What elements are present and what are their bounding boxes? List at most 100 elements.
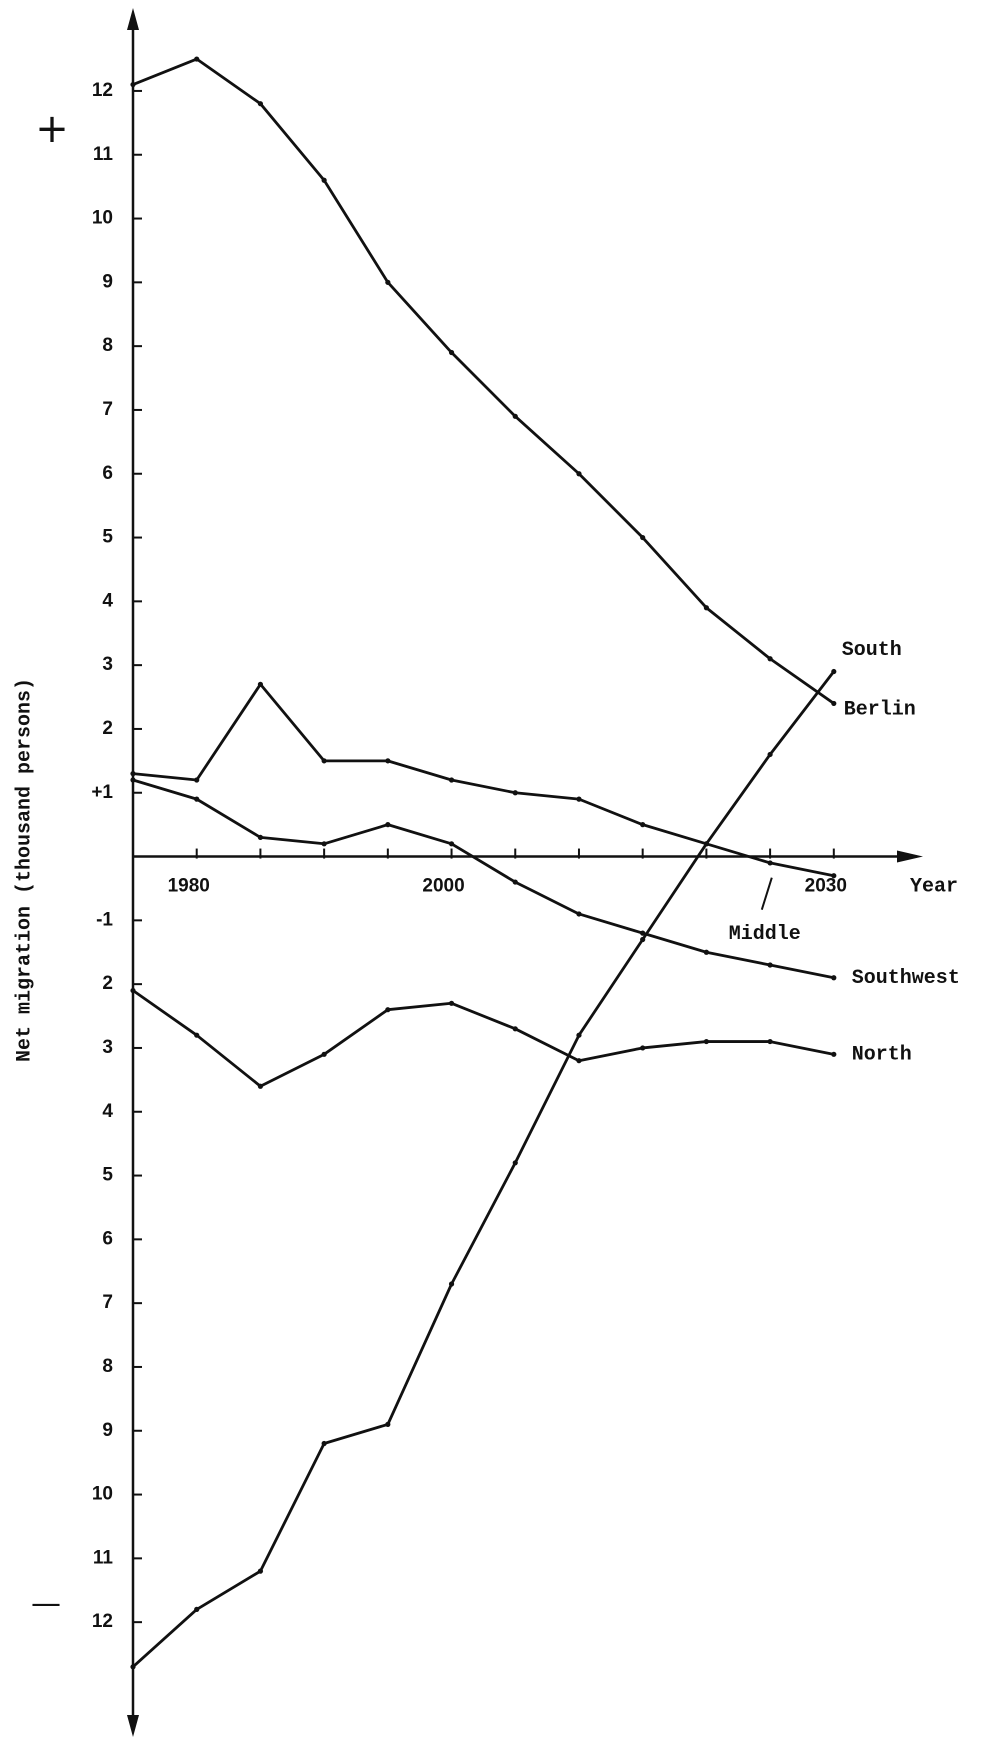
x-tick-label: 2000 [422,876,464,897]
series-point [831,700,837,707]
series-point [703,605,709,611]
series-point [512,1026,518,1032]
y-tick-label: 3 [102,654,113,675]
series-point [385,758,391,764]
series-point [640,1045,646,1051]
series-point [831,668,837,675]
series-point [448,349,455,356]
y-tick-label: 3 [102,1037,113,1058]
y-axis-label: Net migration (thousand persons) [13,678,36,1062]
y-tick-label: 5 [102,527,113,548]
series-point [448,1000,455,1006]
series-point [448,841,455,847]
y-tick-label: 10 [92,208,113,229]
series-line [132,989,835,1088]
y-tick-label: 7 [102,1292,113,1313]
plus-sign: + [35,106,69,152]
series-point [194,1606,200,1612]
series-point [321,1051,327,1057]
series-point [576,1058,582,1064]
series-line [132,670,835,1668]
series-point [385,279,391,285]
series-point [703,1038,709,1045]
series-point [130,777,136,783]
y-tick-label: 6 [102,463,113,484]
series-point [130,1664,136,1670]
series-point [257,1568,264,1574]
y-tick-label: 12 [92,80,113,101]
y-tick-label: 4 [102,1101,113,1122]
x-axis-label: Year [910,875,958,898]
y-tick-label: 8 [102,1356,113,1377]
y-tick-label: 7 [102,399,113,420]
series-point [257,834,264,841]
series-point [321,1440,327,1447]
series-point [130,771,136,777]
series-point [130,987,136,994]
series-point [385,1007,391,1013]
series-point [194,1032,200,1038]
series-point [194,796,200,802]
series-point [448,1281,455,1287]
series-label: Middle [729,923,801,946]
series-point [576,796,582,802]
series-point [831,873,837,879]
series-point [130,81,136,88]
series-point [321,758,327,764]
series-point [512,879,518,885]
y-tick-label: 8 [102,335,113,356]
series-point [831,975,837,981]
series-point [194,777,200,783]
series-point [385,822,391,828]
y-tick-label: 6 [102,1228,113,1249]
series-point [703,841,709,847]
y-tick-label: -1 [96,909,113,930]
series-point [767,1038,773,1045]
series-point [703,949,709,955]
y-tick-label: 9 [102,271,113,292]
series-point [640,930,646,936]
series-point [767,656,773,662]
y-tick-label: 5 [102,1165,113,1186]
series-point [640,936,646,943]
y-tick-label: 2 [102,718,113,739]
minus-sign: — [31,1587,61,1622]
y-tick-label: 10 [92,1484,113,1505]
y-axis-arrow-top [127,8,139,30]
x-tick-label: 2030 [805,876,847,897]
y-tick-label: 12 [92,1611,113,1632]
series-label: Berlin [844,699,916,722]
series-point [194,56,200,62]
series-point [512,790,518,796]
series-label: South [842,639,902,662]
series-line [132,778,835,980]
y-tick-label: 11 [93,144,114,165]
series-point [576,471,582,477]
series-point [512,1160,518,1166]
y-axis-arrow-bottom [127,1715,139,1737]
x-tick-label: 1980 [168,876,210,897]
series-point [640,534,646,541]
series-point [385,1421,391,1427]
series-point [257,681,264,687]
series-point [321,177,327,183]
series-point [512,413,518,419]
series-point [767,962,773,968]
series-point [576,1032,582,1038]
y-tick-label: 2 [102,973,113,994]
y-tick-label: 9 [102,1420,113,1441]
y-tick-label: +1 [91,782,113,803]
series-point [640,822,646,828]
series-label: Southwest [852,967,960,990]
series-point [257,1083,264,1089]
series-label: North [852,1044,912,1067]
series-point [321,841,327,847]
series-point [448,777,455,783]
series-line [132,57,835,705]
y-tick-label: 11 [93,1547,114,1568]
series-point [831,1051,837,1057]
series-point [257,101,264,107]
series-point [767,860,773,866]
